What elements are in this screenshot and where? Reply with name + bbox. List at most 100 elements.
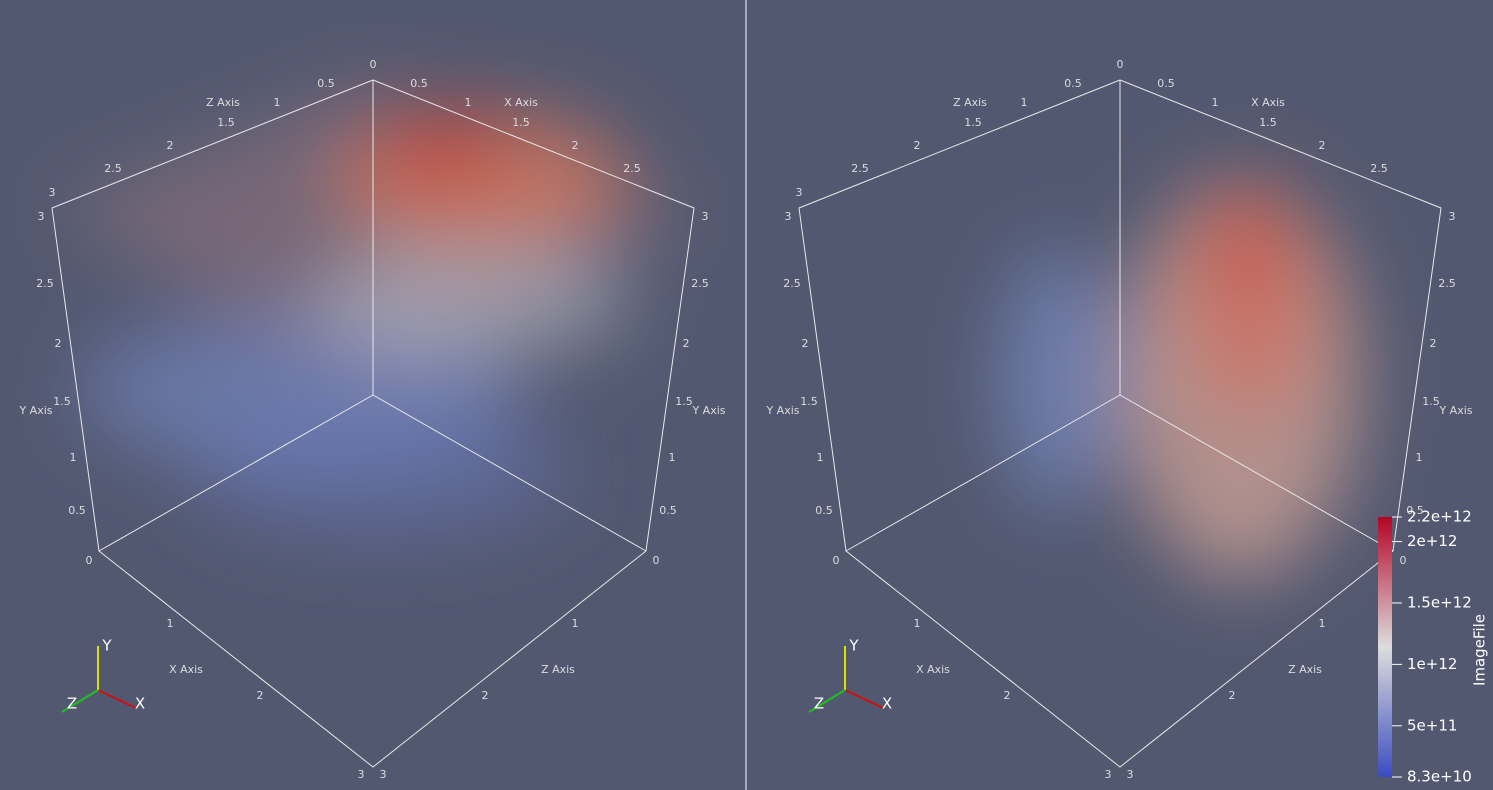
orientation-label: Y xyxy=(101,637,112,655)
axis-tick-label: 0.5 xyxy=(815,504,833,517)
colorbar-tick-label: 1.5e+12 xyxy=(1407,593,1472,611)
axis-tick-label: 1 xyxy=(465,96,472,109)
axis-tick-label: 1.5 xyxy=(1422,395,1440,408)
cube-axes: 0 0.5 1 1.5 2 2.5 3 Z Axis 0.5 1 1.5 2 2.5 3 X Axis 3 2.… xyxy=(18,58,725,781)
axis-tick-label: 0 xyxy=(370,58,377,71)
axis-tick-label: 0 xyxy=(1400,554,1407,567)
axis-tick-label: 3 xyxy=(358,768,365,781)
cube-inner-edge xyxy=(845,394,1121,552)
axis-tick-label: 0.5 xyxy=(68,504,86,517)
colorbar-ramp xyxy=(1378,517,1392,777)
axis-tick-label: 1.5 xyxy=(1259,116,1277,129)
cube-inner-edge xyxy=(1119,394,1394,552)
orientation-label: X xyxy=(882,695,892,713)
axis-title: X Axis xyxy=(1251,96,1285,109)
axis-title: Y Axis xyxy=(691,404,725,417)
colorbar-tick-label: 2e+12 xyxy=(1407,532,1457,550)
axis-title: Z Axis xyxy=(1288,663,1322,676)
axis-tick-label: 2 xyxy=(482,689,489,702)
axis-tick-label: 2.5 xyxy=(1438,277,1456,290)
axis-title: Y Axis xyxy=(18,404,52,417)
axis-tick-label: 1 xyxy=(1021,96,1028,109)
colorbar-tick-label: 8.3e+10 xyxy=(1407,768,1472,786)
axis-tick-label: 0.5 xyxy=(1064,77,1082,90)
axis-title: X Axis xyxy=(916,663,950,676)
orient-z xyxy=(808,689,846,713)
axis-tick-label: 0.5 xyxy=(410,77,428,90)
cube-inner-edge xyxy=(372,394,647,552)
axis-tick-label: 0.5 xyxy=(1157,77,1175,90)
colorbar: 8.3e+10 2.2e+12 2e+12 1.5e+12 1e+12 5e+11 Imag… xyxy=(1378,508,1489,786)
axis-tick-label: 0 xyxy=(653,554,660,567)
orientation-axes: X Y Z xyxy=(61,637,145,713)
axis-tick-label: 2.5 xyxy=(851,162,869,175)
orient-z xyxy=(61,689,99,713)
colorbar-tick-label: 2.2e+12 xyxy=(1407,508,1472,526)
orientation-label: Z xyxy=(814,695,824,713)
axis-tick-label: 2 xyxy=(572,139,579,152)
colorbar-tick-label: 5e+11 xyxy=(1407,716,1457,734)
axis-tick-label: 3 xyxy=(1449,210,1456,223)
axis-tick-label: 1 xyxy=(817,451,824,464)
volume-right xyxy=(1000,180,1360,580)
axis-tick-label: 1.5 xyxy=(217,116,235,129)
cube-inner-edge xyxy=(98,394,374,552)
axis-tick-label: 0 xyxy=(1117,58,1124,71)
orientation-label: X xyxy=(135,695,145,713)
axis-tick-label: 0.5 xyxy=(659,504,677,517)
axis-tick-label: 3 xyxy=(1127,768,1134,781)
axis-tick-label: 1 xyxy=(1416,451,1423,464)
axis-tick-label: 3 xyxy=(702,210,709,223)
axis-tick-label: 2.5 xyxy=(623,162,641,175)
axis-tick-label: 1 xyxy=(1212,96,1219,109)
axis-title: Z Axis xyxy=(953,96,987,109)
axis-tick-label: 0.5 xyxy=(1406,504,1424,517)
axis-tick-label: 3 xyxy=(785,210,792,223)
orient-x xyxy=(844,689,884,709)
axis-tick-label: 1 xyxy=(1319,617,1326,630)
axis-tick-label: 2.5 xyxy=(104,162,122,175)
axis-tick-label: 1.5 xyxy=(53,395,71,408)
axis-tick-label: 0.5 xyxy=(317,77,335,90)
axis-tick-label: 2 xyxy=(1430,337,1437,350)
axis-tick-label: 2.5 xyxy=(36,277,54,290)
orientation-label: Y xyxy=(848,637,859,655)
axis-tick-label: 3 xyxy=(1105,768,1112,781)
orientation-axes: X Y Z xyxy=(808,637,892,713)
axis-tick-label: 1.5 xyxy=(512,116,530,129)
orient-x xyxy=(97,689,137,709)
axis-title: Y Axis xyxy=(765,404,799,417)
axis-tick-label: 2 xyxy=(1319,139,1326,152)
axis-tick-label: 2.5 xyxy=(1370,162,1388,175)
axis-tick-label: 0 xyxy=(86,554,93,567)
axis-tick-label: 1 xyxy=(70,451,77,464)
axis-tick-label: 2 xyxy=(914,139,921,152)
colorbar-tick-label: 1e+12 xyxy=(1407,655,1457,673)
axis-tick-label: 2 xyxy=(1229,689,1236,702)
cube-outline xyxy=(798,79,1442,768)
axis-tick-label: 2 xyxy=(257,689,264,702)
axis-tick-label: 2 xyxy=(683,337,690,350)
axis-tick-label: 3 xyxy=(49,186,56,199)
axis-tick-label: 1.5 xyxy=(964,116,982,129)
axis-title: X Axis xyxy=(169,663,203,676)
orientation-label: Z xyxy=(67,695,77,713)
axis-tick-label: 1 xyxy=(914,617,921,630)
axis-tick-label: 3 xyxy=(38,210,45,223)
axis-tick-label: 1 xyxy=(572,617,579,630)
axis-tick-label: 2.5 xyxy=(783,277,801,290)
cube-outline xyxy=(51,79,695,768)
axis-tick-label: 2 xyxy=(802,337,809,350)
axis-title: Z Axis xyxy=(541,663,575,676)
axis-tick-label: 2.5 xyxy=(691,277,709,290)
axis-tick-label: 1 xyxy=(274,96,281,109)
axis-title: X Axis xyxy=(504,96,538,109)
axis-tick-label: 2 xyxy=(167,139,174,152)
axis-tick-label: 1 xyxy=(669,451,676,464)
axis-tick-label: 1.5 xyxy=(675,395,693,408)
axis-title: Z Axis xyxy=(206,96,240,109)
axis-tick-label: 1.5 xyxy=(800,395,818,408)
axis-title: Y Axis xyxy=(1438,404,1472,417)
colorbar-title: ImageFile xyxy=(1471,614,1489,686)
